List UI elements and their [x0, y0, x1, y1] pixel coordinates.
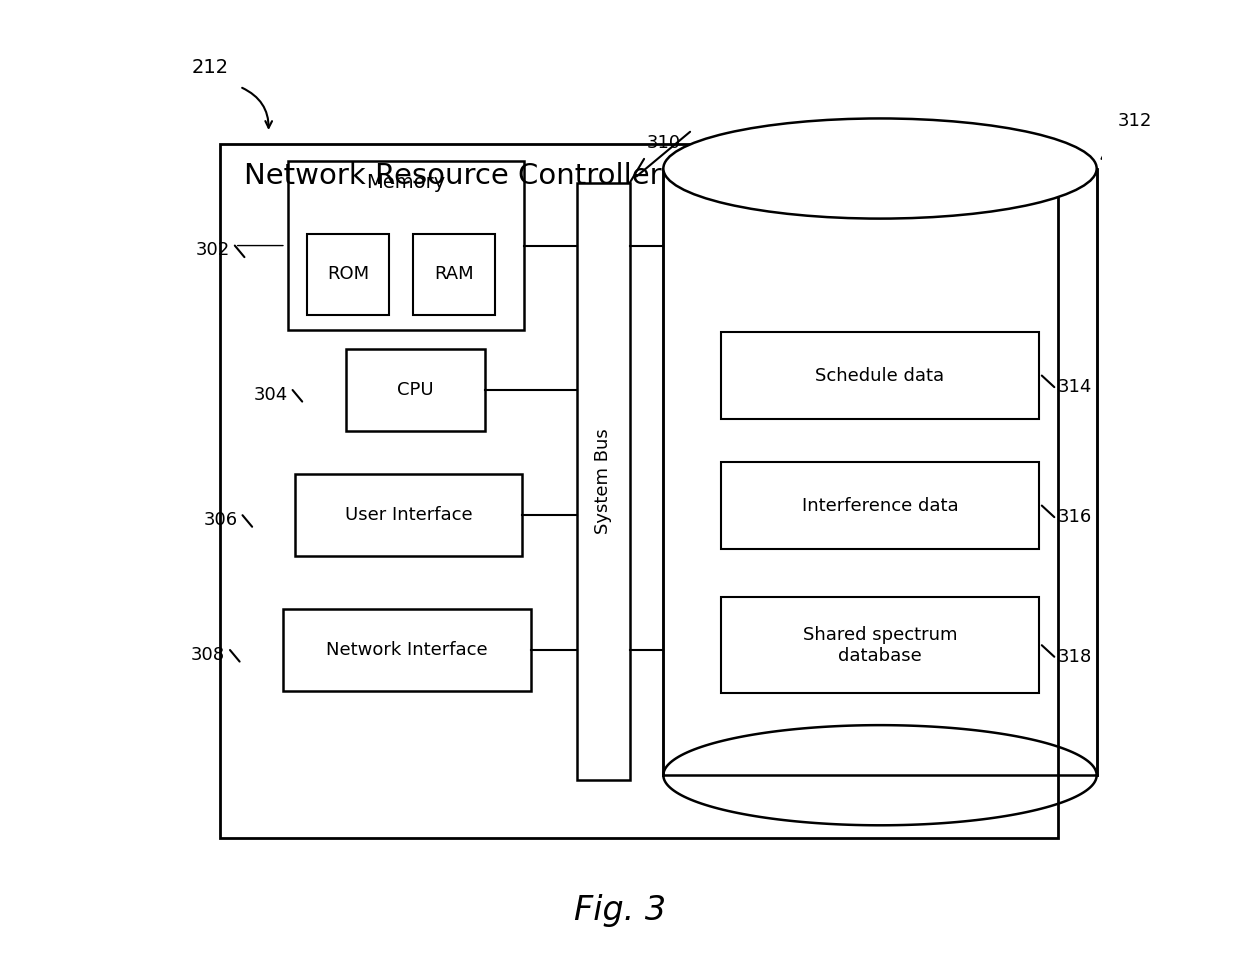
- Text: System Bus: System Bus: [594, 429, 613, 534]
- Text: RAM: RAM: [434, 266, 474, 283]
- Text: Network Resource Controller: Network Resource Controller: [244, 162, 662, 190]
- Bar: [722, 332, 1039, 419]
- Bar: [288, 161, 523, 329]
- Text: Interference data: Interference data: [802, 497, 959, 514]
- Text: 318: 318: [1058, 648, 1092, 665]
- Text: User Interface: User Interface: [345, 507, 472, 524]
- Text: 316: 316: [1058, 508, 1092, 526]
- Bar: [722, 462, 1039, 549]
- Bar: [722, 597, 1039, 693]
- Bar: [221, 144, 1058, 838]
- Text: ROM: ROM: [327, 266, 370, 283]
- Text: CPU: CPU: [397, 381, 434, 399]
- Text: Shared spectrum
database: Shared spectrum database: [802, 626, 957, 664]
- Text: 312: 312: [1118, 112, 1152, 130]
- Bar: [308, 233, 389, 315]
- FancyArrowPatch shape: [242, 88, 272, 128]
- Bar: [295, 474, 522, 556]
- Text: 302: 302: [196, 242, 229, 259]
- Bar: [283, 609, 532, 690]
- Text: Schedule data: Schedule data: [816, 367, 945, 384]
- Text: Memory: Memory: [366, 173, 445, 192]
- Text: 310: 310: [647, 134, 681, 152]
- Bar: [346, 350, 485, 431]
- Text: 306: 306: [203, 511, 238, 529]
- Text: 304: 304: [253, 386, 288, 403]
- Text: Fig. 3: Fig. 3: [574, 894, 666, 926]
- Text: 314: 314: [1058, 378, 1092, 396]
- Text: 212: 212: [191, 58, 228, 77]
- Text: 308: 308: [191, 646, 226, 664]
- Bar: [577, 183, 630, 780]
- Ellipse shape: [663, 118, 1096, 219]
- Text: Network Interface: Network Interface: [326, 641, 489, 659]
- Bar: [413, 233, 495, 315]
- Bar: [663, 169, 1096, 775]
